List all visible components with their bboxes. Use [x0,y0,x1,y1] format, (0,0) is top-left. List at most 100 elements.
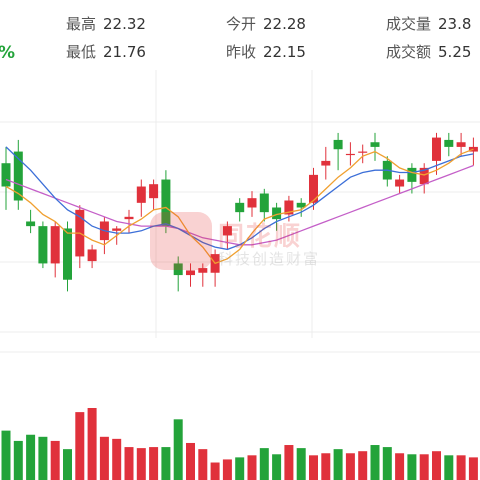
volume-bar [161,447,171,480]
quote-stats-panel: % 最高 22.32 最低 21.76 今开 22.28 昨收 22.15 成交量 23.… [0,0,480,70]
watermark-logo-icon [150,212,212,270]
volume-bar [370,445,380,480]
volume-bar [432,451,441,480]
stat-high-value: 22.32 [103,15,146,33]
candle-body [87,249,97,262]
candle-body [247,198,257,208]
stat-low: 最低 21.76 [66,41,146,62]
candle-body [13,151,23,201]
stat-open: 今开 22.28 [226,13,306,34]
stat-volume-label: 成交量 [386,15,432,33]
volume-bar [419,454,429,480]
stat-volume-value: 23.8 [438,15,472,33]
candle-body [1,163,11,187]
moving-average-lines [5,146,474,265]
stat-prev-close-value: 22.15 [263,43,306,61]
candle-body [407,167,417,182]
candle-body [26,221,36,227]
stat-volume: 成交量 23.8 [386,13,471,34]
candle-body [419,167,429,185]
volume-bar [407,454,417,480]
volume-bar [382,447,392,480]
candle-body [395,179,405,187]
volume-bar [173,419,183,480]
volume-bar [309,455,318,480]
candle-body [444,139,454,147]
candle-body [345,153,355,156]
volume-bars [1,408,478,480]
ma-short-line [5,148,474,265]
stat-high-label: 最高 [66,15,97,33]
volume-bar [63,449,72,480]
volume-bar [38,436,48,480]
volume-bar [284,445,294,480]
volume-bar [50,440,60,480]
candle-body [198,268,208,273]
candle-body [112,228,122,231]
kline-chart[interactable] [0,70,480,480]
candle-body [432,137,441,161]
volume-bar [395,453,405,480]
volume-bar [13,440,23,480]
volume-bar [333,449,343,480]
candle-body [136,186,146,203]
candle-body [333,139,343,150]
stat-prev-close-label: 昨收 [226,43,257,61]
candle-body [235,202,245,213]
volume-bar [247,455,257,480]
watermark-brand: 同花顺 [218,222,303,252]
volume-bar [456,455,466,480]
volume-bar [468,457,478,480]
volume-bar [296,448,306,480]
stat-turnover-label: 成交额 [386,43,432,61]
volume-bar [186,442,195,480]
candle-body [124,216,134,220]
volume-bar [222,459,232,480]
candle-body [259,193,269,213]
volume-bar [136,448,146,480]
volume-bar [75,412,85,480]
candle-body [284,200,294,215]
change-percent: % [0,43,15,63]
candle-body [173,263,183,276]
candle-body [38,226,48,264]
volume-bar [124,447,134,480]
volume-bar [235,457,245,480]
candle-body [161,179,171,227]
volume-bar [259,448,269,480]
volume-bar [444,455,454,480]
candle-body [149,184,159,199]
stat-turnover-value: 5.25 [438,43,472,61]
volume-bar [112,438,122,480]
candle-body [309,174,318,203]
volume-bar [26,434,36,480]
candle-body [272,207,282,220]
candle-body [186,270,195,276]
candle-body [321,160,331,166]
candle-body [456,142,466,147]
volume-bar [198,449,208,480]
volume-bar [321,453,331,480]
stat-low-value: 21.76 [103,43,146,61]
volume-bar [210,462,220,480]
stat-prev-close: 昨收 22.15 [226,41,306,62]
candle-body [296,202,306,208]
candle-body [358,151,368,153]
volume-bar [272,454,282,480]
volume-bar [87,408,97,480]
stat-turnover: 成交额 5.25 [386,41,471,62]
volume-bar [345,453,355,480]
candle-body [63,228,72,280]
candle-body [222,226,232,236]
stat-open-label: 今开 [226,15,257,33]
volume-bar [358,451,368,480]
ma-mid-line [5,146,474,251]
watermark-slogan: 科技创造财富 [218,250,321,268]
stat-high: 最高 22.32 [66,13,146,34]
volume-bar [149,447,159,480]
stat-low-label: 最低 [66,43,97,61]
volume-bar [99,436,109,480]
candle-body [50,226,60,264]
stat-open-value: 22.28 [263,15,306,33]
volume-bar [1,430,11,480]
